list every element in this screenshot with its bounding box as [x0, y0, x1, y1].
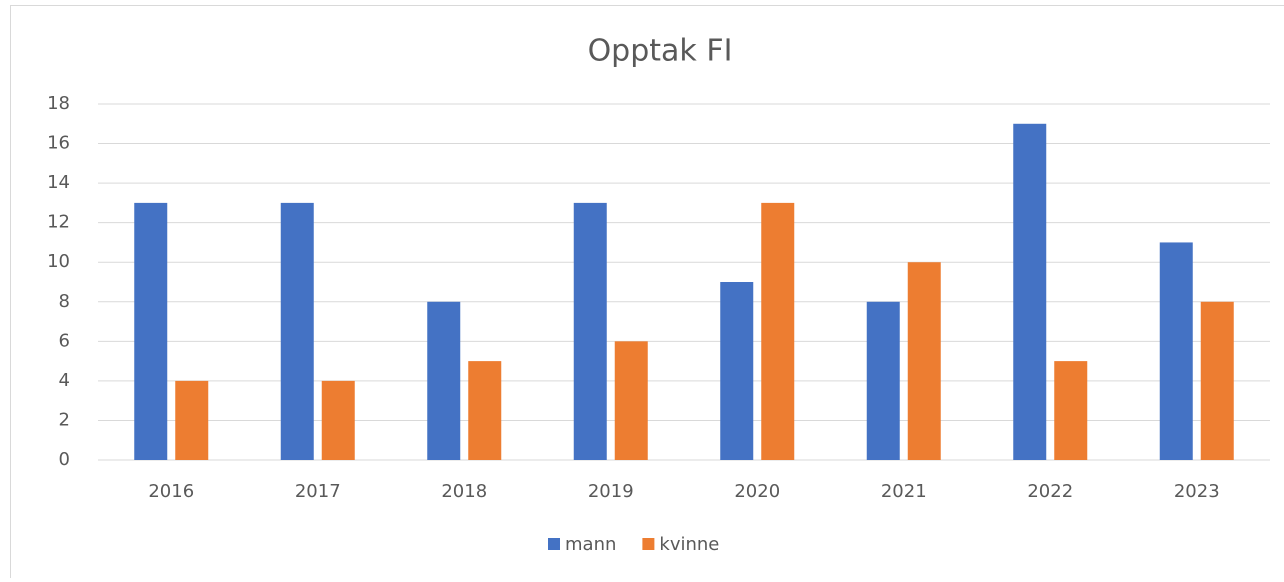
y-tick-label: 10 — [47, 251, 70, 272]
y-tick-label: 2 — [59, 409, 70, 430]
bar — [867, 302, 900, 460]
bar — [615, 341, 648, 460]
x-tick-label: 2022 — [1027, 481, 1073, 502]
y-tick-label: 0 — [59, 449, 70, 470]
bar — [908, 262, 941, 460]
y-tick-label: 16 — [47, 133, 70, 154]
chart-border — [11, 6, 1284, 579]
bar — [720, 282, 753, 460]
bar — [281, 203, 314, 460]
bar — [1201, 302, 1234, 460]
bar — [761, 203, 794, 460]
x-tick-label: 2021 — [881, 481, 927, 502]
y-tick-label: 8 — [59, 291, 70, 312]
legend-label: kvinne — [659, 534, 719, 555]
legend-label: mann — [565, 534, 616, 555]
bar — [134, 203, 167, 460]
y-tick-label: 6 — [59, 330, 70, 351]
bar — [468, 361, 501, 460]
y-tick-label: 18 — [47, 93, 70, 114]
legend-swatch — [642, 538, 654, 550]
legend-swatch — [548, 538, 560, 550]
bar — [1054, 361, 1087, 460]
bar — [1013, 124, 1046, 460]
y-tick-label: 12 — [47, 212, 70, 233]
chart-title: Opptak FI — [588, 34, 733, 69]
bar — [1160, 242, 1193, 460]
x-tick-label: 2020 — [734, 481, 780, 502]
x-tick-label: 2023 — [1174, 481, 1220, 502]
x-tick-label: 2019 — [588, 481, 634, 502]
y-tick-label: 14 — [47, 172, 70, 193]
bar — [175, 381, 208, 460]
y-tick-label: 4 — [59, 370, 70, 391]
bar — [574, 203, 607, 460]
bar — [427, 302, 460, 460]
x-tick-label: 2018 — [441, 481, 487, 502]
x-tick-label: 2016 — [148, 481, 194, 502]
bar — [322, 381, 355, 460]
x-tick-label: 2017 — [295, 481, 341, 502]
